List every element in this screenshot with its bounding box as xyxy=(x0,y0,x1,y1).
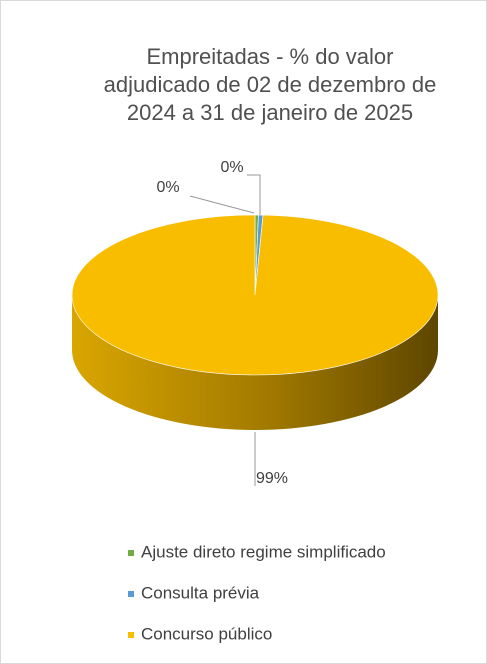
slice-side xyxy=(72,295,438,430)
leader-line xyxy=(247,174,261,215)
chart-title: adjudicado de 02 de dezembro de xyxy=(104,72,437,97)
chart-title: Empreitadas - % do valor xyxy=(147,44,394,69)
legend-marker xyxy=(128,550,134,556)
data-label: 99% xyxy=(256,470,288,487)
legend-marker xyxy=(128,591,134,597)
slice xyxy=(71,214,439,376)
data-label: 0% xyxy=(156,179,179,196)
legend-label: Concurso público xyxy=(141,624,272,643)
legend-label: Ajuste direto regime simplificado xyxy=(141,542,386,561)
legend-label: Consulta prévia xyxy=(141,583,260,602)
chart-title: 2024 a 31 de janeiro de 2025 xyxy=(127,100,413,125)
legend-marker xyxy=(128,632,134,638)
data-label: 0% xyxy=(220,159,243,176)
leader-line xyxy=(189,195,255,214)
